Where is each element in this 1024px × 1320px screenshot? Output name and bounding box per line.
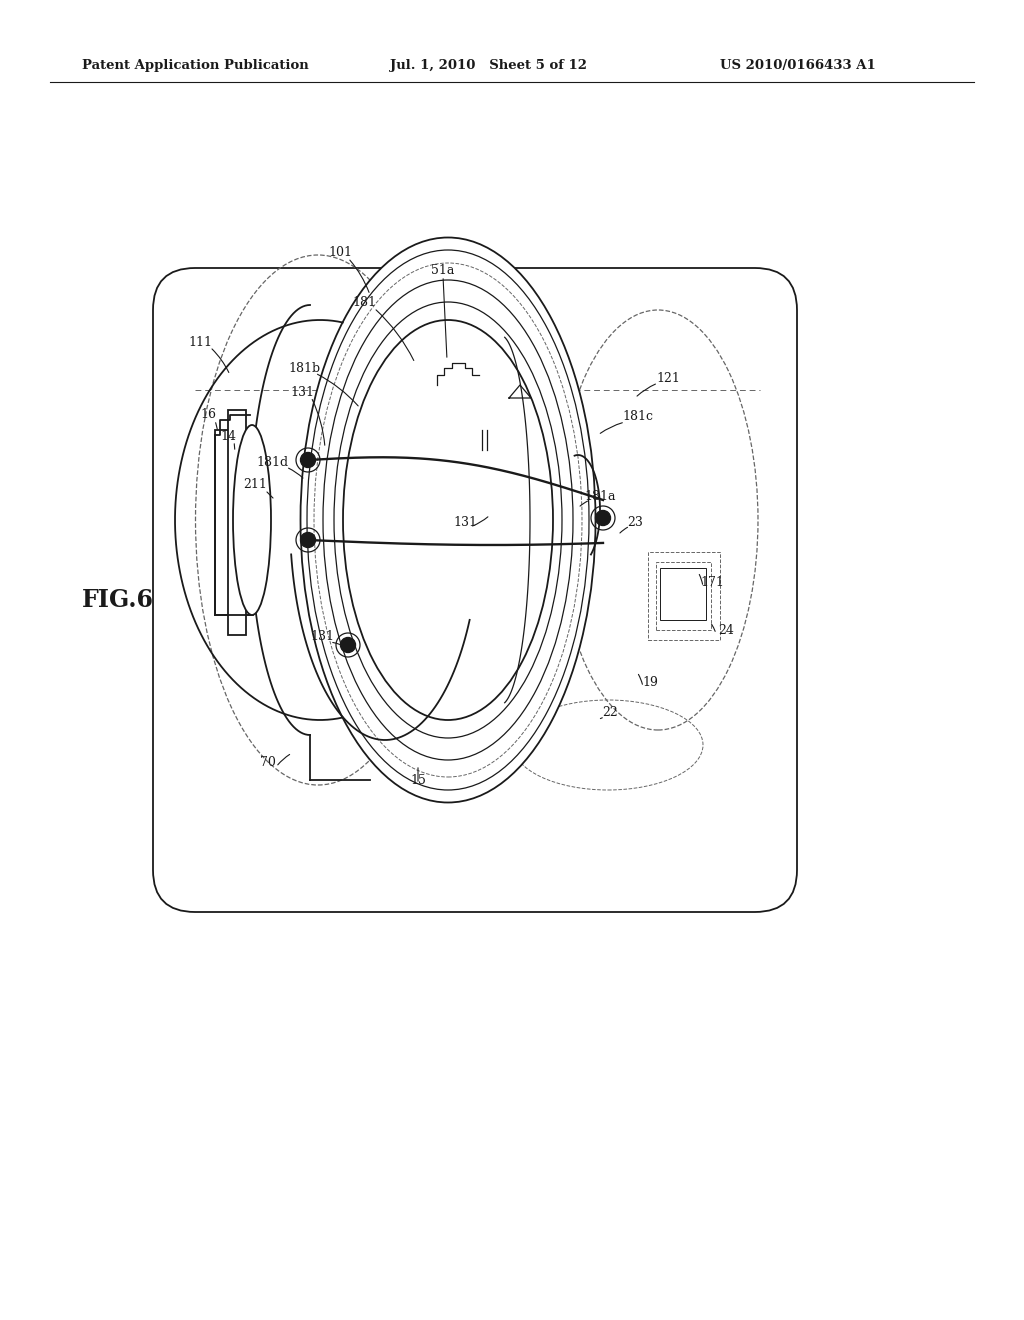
Ellipse shape	[300, 238, 596, 803]
Text: 181c: 181c	[623, 411, 653, 424]
Bar	[648, 552, 720, 640]
Ellipse shape	[233, 425, 271, 615]
Text: FIG.6: FIG.6	[82, 587, 154, 612]
Text: 111: 111	[188, 335, 212, 348]
Text: US 2010/0166433 A1: US 2010/0166433 A1	[720, 58, 876, 71]
Circle shape	[300, 453, 315, 467]
Text: 19: 19	[642, 676, 658, 689]
Text: 70: 70	[260, 756, 275, 770]
Circle shape	[596, 511, 610, 525]
Text: 181b: 181b	[289, 362, 322, 375]
Text: 15: 15	[410, 774, 426, 787]
Circle shape	[341, 638, 355, 652]
Text: 16: 16	[200, 408, 216, 421]
Text: 181a: 181a	[585, 490, 615, 503]
Text: 23: 23	[627, 516, 643, 528]
Text: 51a: 51a	[431, 264, 455, 276]
Text: 24: 24	[718, 623, 734, 636]
Bar	[660, 568, 706, 620]
Text: 121: 121	[656, 371, 680, 384]
Text: Jul. 1, 2010   Sheet 5 of 12: Jul. 1, 2010 Sheet 5 of 12	[390, 58, 587, 71]
Ellipse shape	[343, 319, 553, 719]
Text: 22: 22	[602, 706, 617, 719]
Text: Patent Application Publication: Patent Application Publication	[82, 58, 309, 71]
Bar	[228, 411, 246, 635]
Text: 131: 131	[453, 516, 477, 528]
Text: 14: 14	[220, 429, 236, 442]
Text: 181: 181	[352, 297, 376, 309]
Text: 131: 131	[290, 385, 314, 399]
Text: 171: 171	[700, 577, 724, 590]
Circle shape	[300, 532, 315, 548]
Text: 211: 211	[243, 479, 267, 491]
Text: 131: 131	[310, 631, 334, 644]
Bar	[656, 562, 711, 630]
Bar	[215, 430, 253, 615]
Text: 101: 101	[328, 246, 352, 259]
Text: 181d: 181d	[256, 455, 288, 469]
FancyBboxPatch shape	[153, 268, 797, 912]
